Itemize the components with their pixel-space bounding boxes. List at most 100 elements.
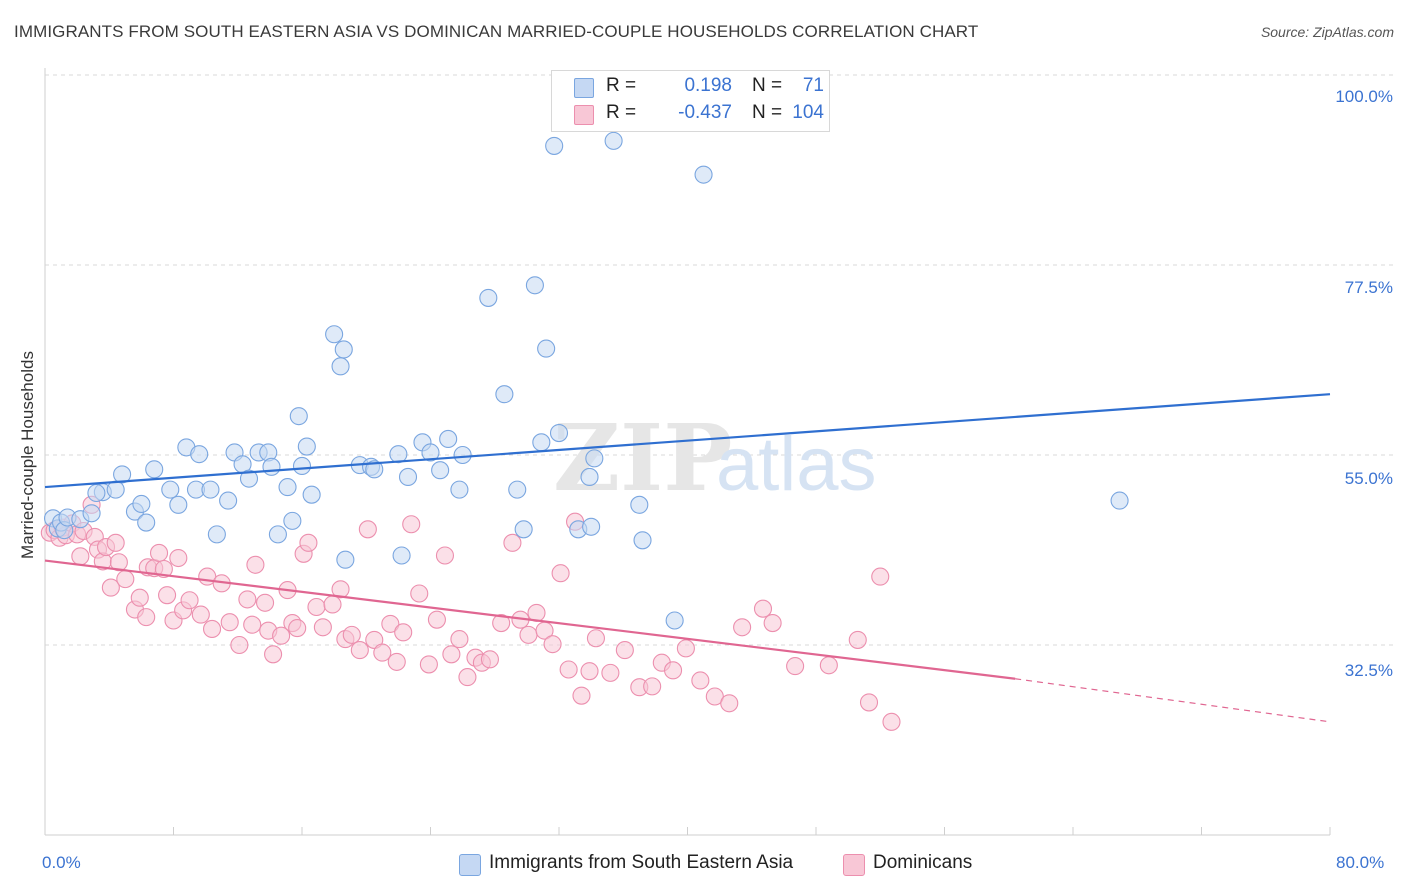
data-point xyxy=(545,136,564,155)
data-point xyxy=(243,615,262,634)
data-point xyxy=(585,449,604,468)
data-point xyxy=(145,460,164,479)
correlation-legend: R = 0.198 N = 71 R = -0.437 N = 104 xyxy=(551,70,830,132)
data-point xyxy=(381,614,400,633)
data-point xyxy=(113,465,132,484)
data-point xyxy=(302,485,321,504)
data-point xyxy=(848,630,867,649)
data-point xyxy=(191,605,210,624)
data-point xyxy=(106,480,125,499)
y-axis-label: Married-couple Households xyxy=(18,351,37,559)
data-point xyxy=(350,641,369,660)
data-point xyxy=(453,445,472,465)
data-point xyxy=(572,686,591,705)
data-point xyxy=(342,625,361,644)
trend-line-sea xyxy=(44,393,1331,489)
data-point xyxy=(272,626,291,645)
data-point xyxy=(292,456,312,476)
data-point xyxy=(582,517,601,536)
data-point xyxy=(268,525,287,544)
data-point xyxy=(264,645,283,664)
data-point xyxy=(431,461,450,480)
data-point xyxy=(495,385,514,404)
data-point xyxy=(442,645,461,664)
data-point xyxy=(694,165,713,184)
gridlines xyxy=(45,74,1395,646)
y-tick-label: 32.5% xyxy=(1344,661,1393,680)
legend-item-label: Immigrants from South Eastern Asia xyxy=(489,852,794,873)
data-point xyxy=(116,570,135,589)
data-point xyxy=(480,650,499,669)
data-point xyxy=(633,531,652,550)
data-point xyxy=(106,533,125,552)
data-point xyxy=(358,520,377,539)
data-point xyxy=(720,694,739,713)
data-point xyxy=(421,443,440,462)
data-point xyxy=(334,340,353,359)
data-point xyxy=(87,483,106,503)
data-point xyxy=(549,423,569,443)
data-point xyxy=(733,618,752,637)
source-label: Source: ZipAtlas.com xyxy=(1260,24,1394,40)
data-point xyxy=(323,595,342,614)
data-point xyxy=(503,533,522,552)
data-point xyxy=(82,504,101,523)
data-point xyxy=(220,613,239,632)
data-point xyxy=(154,559,173,579)
data-point xyxy=(203,619,222,639)
legend-r-label: R = xyxy=(606,102,637,123)
data-point xyxy=(331,580,350,599)
data-point xyxy=(219,491,238,510)
data-point xyxy=(479,288,498,307)
y-tick-label: 55.0% xyxy=(1344,469,1393,488)
data-point xyxy=(676,639,695,658)
data-point xyxy=(458,668,477,687)
data-point xyxy=(180,591,199,610)
legend-item-label: Dominicans xyxy=(873,852,973,873)
data-point xyxy=(331,357,350,376)
legend-r-label: R = xyxy=(606,75,637,96)
data-point xyxy=(543,635,562,654)
data-point xyxy=(207,525,226,544)
data-point xyxy=(289,407,308,426)
data-point xyxy=(604,131,623,150)
data-point xyxy=(169,548,188,568)
data-point xyxy=(615,641,634,660)
data-point xyxy=(394,623,413,642)
watermark: ZIP atlas xyxy=(553,404,877,512)
data-point xyxy=(297,437,316,456)
trend-line-dominicans xyxy=(44,559,1016,680)
data-point xyxy=(278,478,297,497)
data-point xyxy=(525,276,544,295)
legend-n-value: 104 xyxy=(792,102,824,123)
data-point xyxy=(763,613,782,633)
data-point xyxy=(859,693,879,712)
data-point xyxy=(130,588,149,607)
data-point xyxy=(262,457,281,476)
legend-n-label: N = xyxy=(752,75,783,96)
data-point xyxy=(601,663,620,682)
data-point xyxy=(373,643,392,662)
data-point xyxy=(402,515,421,534)
data-point xyxy=(307,597,326,617)
data-point xyxy=(387,652,406,671)
data-point xyxy=(71,547,90,566)
data-point xyxy=(819,656,838,675)
legend-swatch-blue xyxy=(459,854,481,876)
x-tick-label: 0.0% xyxy=(42,853,81,872)
data-point xyxy=(492,613,511,633)
data-point xyxy=(630,495,649,514)
data-point xyxy=(663,661,683,680)
data-point xyxy=(137,513,156,532)
data-point xyxy=(665,611,684,630)
data-point xyxy=(109,553,128,572)
data-point xyxy=(389,445,408,464)
data-point xyxy=(586,629,605,648)
data-point xyxy=(101,578,120,597)
data-point xyxy=(336,550,355,569)
data-point xyxy=(288,619,307,638)
data-point xyxy=(450,480,469,499)
data-point xyxy=(313,618,332,637)
legend-n-value: 71 xyxy=(802,75,824,96)
